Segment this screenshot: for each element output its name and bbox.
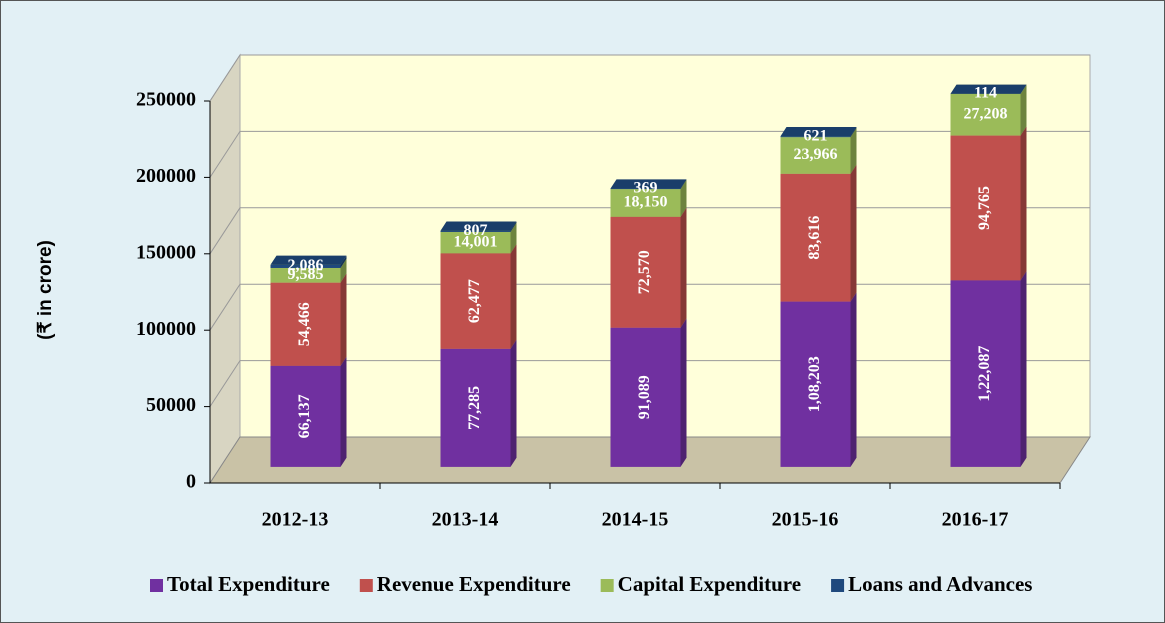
data-label: 2,086 <box>288 257 324 274</box>
bar <box>610 327 681 467</box>
legend-swatch <box>359 579 373 592</box>
data-label: 9,585 <box>288 266 324 283</box>
bar-side <box>1020 84 1027 94</box>
legend-label: Loans and Advances <box>848 572 1032 596</box>
legend-label: Revenue Expenditure <box>377 572 571 596</box>
bar-top <box>610 179 687 189</box>
legend-swatch <box>150 579 163 592</box>
data-label: 1,22,087 <box>976 346 993 402</box>
data-label: 72,570 <box>636 250 653 294</box>
bar-side <box>1020 126 1027 281</box>
legend-label: Capital Expenditure <box>618 572 801 596</box>
data-label: 27,208 <box>964 105 1008 122</box>
bar-side <box>850 127 857 138</box>
bar <box>440 230 511 232</box>
bar <box>780 173 851 302</box>
y-tick-label: 100000 <box>136 318 196 340</box>
y-tick-label: 200000 <box>136 165 196 187</box>
data-label: 621 <box>804 127 828 144</box>
bar-side <box>680 179 687 217</box>
bar-side <box>1020 84 1027 136</box>
bar-side <box>510 244 517 349</box>
bar <box>270 267 341 283</box>
bar-top <box>270 255 347 265</box>
bar <box>270 365 341 467</box>
bar-side <box>510 222 517 254</box>
bar-side <box>340 356 347 467</box>
bar <box>780 136 851 138</box>
bar <box>950 93 1021 136</box>
bar <box>440 231 511 254</box>
bar-side <box>850 127 857 174</box>
bar-side <box>850 292 857 467</box>
y-tick-label: 250000 <box>136 89 196 111</box>
x-tick-label: 2015-16 <box>772 509 839 531</box>
grid-line <box>209 54 1090 102</box>
bar <box>950 135 1021 281</box>
y-axis-title: (₹ in crore) <box>35 240 56 340</box>
data-label: 54,466 <box>296 302 313 346</box>
bar-side <box>510 339 517 467</box>
bar <box>780 137 851 174</box>
bar-side <box>340 255 347 268</box>
bar <box>610 189 681 217</box>
data-label: 807 <box>464 222 488 239</box>
bar <box>440 348 511 467</box>
bar-side <box>340 258 347 283</box>
y-tick-label: 0 <box>186 471 196 493</box>
bar-top <box>440 221 517 231</box>
y-tick-label: 50000 <box>146 394 196 416</box>
data-label: 83,616 <box>806 216 823 260</box>
data-label: 62,477 <box>466 279 483 323</box>
bar <box>270 264 341 268</box>
legend-swatch <box>600 579 614 592</box>
side-wall <box>209 53 241 485</box>
x-tick-label: 2013-14 <box>432 509 499 531</box>
bar-side <box>510 221 517 232</box>
bar <box>610 216 681 328</box>
legend-swatch <box>831 579 845 592</box>
data-label: 114 <box>974 85 997 102</box>
bar <box>270 282 341 366</box>
bar <box>440 253 511 349</box>
data-label: 77,285 <box>466 386 483 430</box>
data-label: 66,137 <box>296 394 313 438</box>
bar <box>610 188 681 190</box>
bar-side <box>680 179 687 190</box>
bar-top <box>950 84 1027 94</box>
bar-side <box>340 273 347 366</box>
data-label: 369 <box>634 179 658 196</box>
bar-side <box>850 164 857 302</box>
bar-top <box>780 127 857 137</box>
bar <box>950 280 1021 467</box>
data-label: 18,150 <box>624 194 668 211</box>
data-label: 91,089 <box>636 375 653 419</box>
x-tick-label: 2012-13 <box>262 509 329 531</box>
x-tick-label: 2014-15 <box>602 509 669 531</box>
data-label: 94,765 <box>976 186 993 230</box>
bar-side <box>1020 271 1027 467</box>
data-label: 1,08,203 <box>806 356 823 412</box>
legend-label: Total Expenditure <box>167 572 330 596</box>
y-tick-label: 150000 <box>136 241 196 263</box>
bar-side <box>680 318 687 467</box>
data-label: 23,966 <box>794 146 838 163</box>
data-label: 14,001 <box>454 233 498 250</box>
x-tick-label: 2016-17 <box>942 509 1009 531</box>
bar-side <box>680 207 687 328</box>
bar <box>780 301 851 467</box>
